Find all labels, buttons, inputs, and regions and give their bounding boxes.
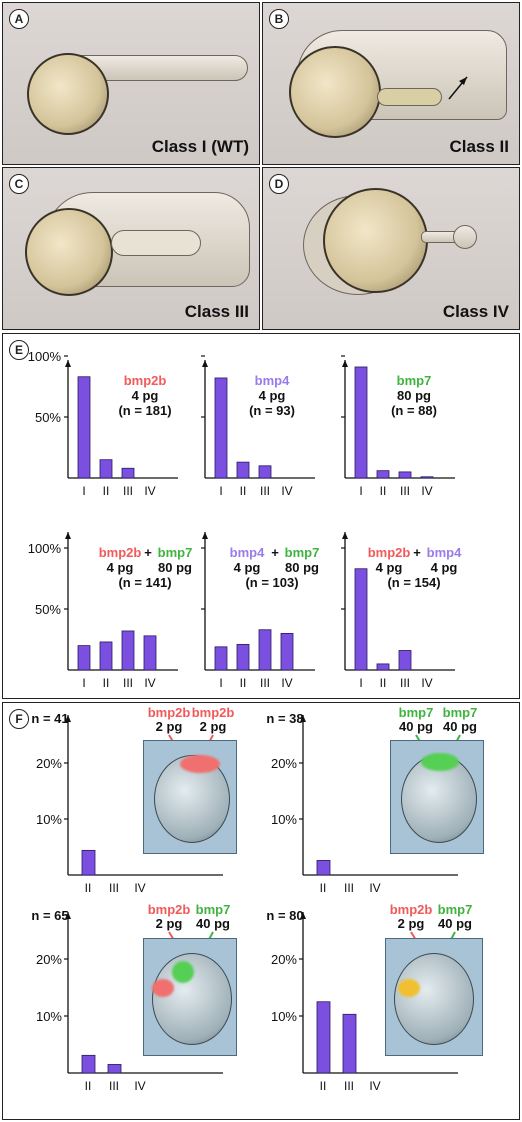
photo-panel-a: A Class I (WT) [2,2,260,165]
panel-letter: B [269,9,289,29]
class-label: Class III [184,302,249,321]
class-label: Class II [449,137,509,156]
embryo-image [23,43,253,143]
injected-embryo-image [390,740,484,854]
panel-letter: D [269,174,289,194]
class-label: Class IV [442,302,509,321]
panel-letter: A [9,9,29,29]
photo-panel-c: C Class III [2,167,260,330]
injected-embryo-image [385,938,483,1056]
class-label: Class I (WT) [151,137,249,156]
photo-panel-d: D Class IV [262,167,520,330]
panel-letter: C [9,174,29,194]
photo-panel-b: B Class II [262,2,520,165]
embryo-image [303,183,493,303]
injected-embryo-image [143,938,237,1056]
arrow-icon [448,76,468,100]
panel-letter: F [9,709,29,729]
embryo-image [15,190,255,300]
panel-letter: E [9,340,29,360]
panel-e: E [2,333,520,699]
injected-embryo-image [143,740,237,854]
embryo-image [277,28,517,143]
